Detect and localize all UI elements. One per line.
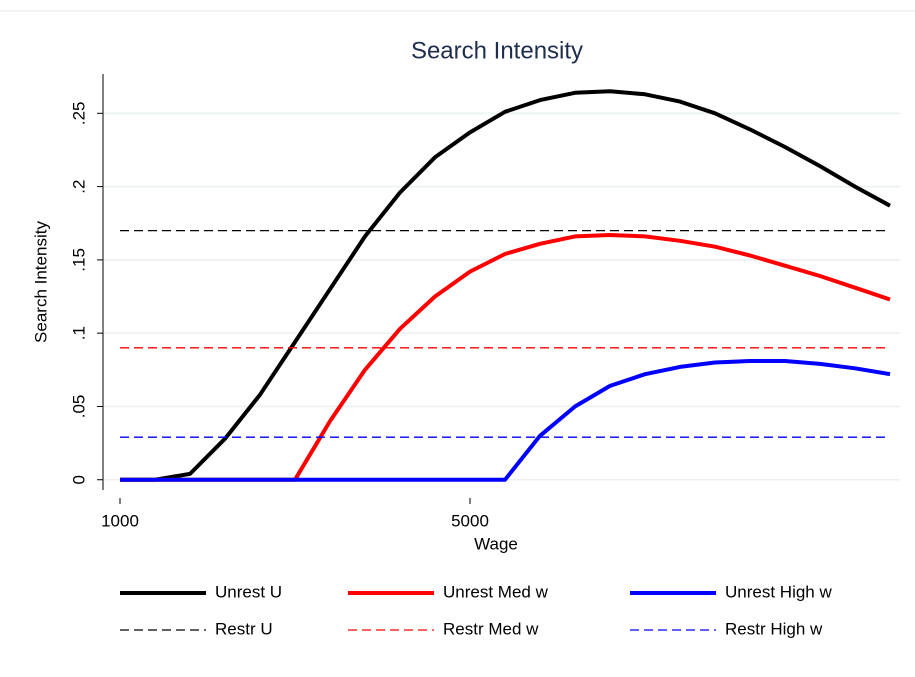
legend-label: Restr Med w [443, 619, 539, 638]
series-line [120, 89, 891, 482]
y-tick-label: .05 [69, 395, 88, 419]
y-tick-label: .15 [69, 248, 88, 272]
chart-title: Search Intensity [411, 37, 583, 64]
legend-label: Restr High w [725, 619, 823, 638]
legend-label: Restr U [215, 619, 273, 638]
y-tick-label: 0 [69, 475, 88, 484]
series-line [120, 233, 891, 482]
y-axis-title: Search Intensity [31, 221, 50, 343]
x-axis-title: Wage [474, 534, 518, 553]
y-tick-label: .2 [69, 180, 88, 194]
legend-label: Unrest High w [725, 582, 832, 601]
legend-label: Unrest Med w [443, 582, 549, 601]
x-tick-label: 5000 [451, 511, 489, 530]
y-tick-label: .1 [69, 326, 88, 340]
y-tick-label: .25 [69, 101, 88, 125]
legend-label: Unrest U [215, 582, 282, 601]
x-tick-label: 1000 [101, 511, 139, 530]
series-line [120, 359, 891, 482]
